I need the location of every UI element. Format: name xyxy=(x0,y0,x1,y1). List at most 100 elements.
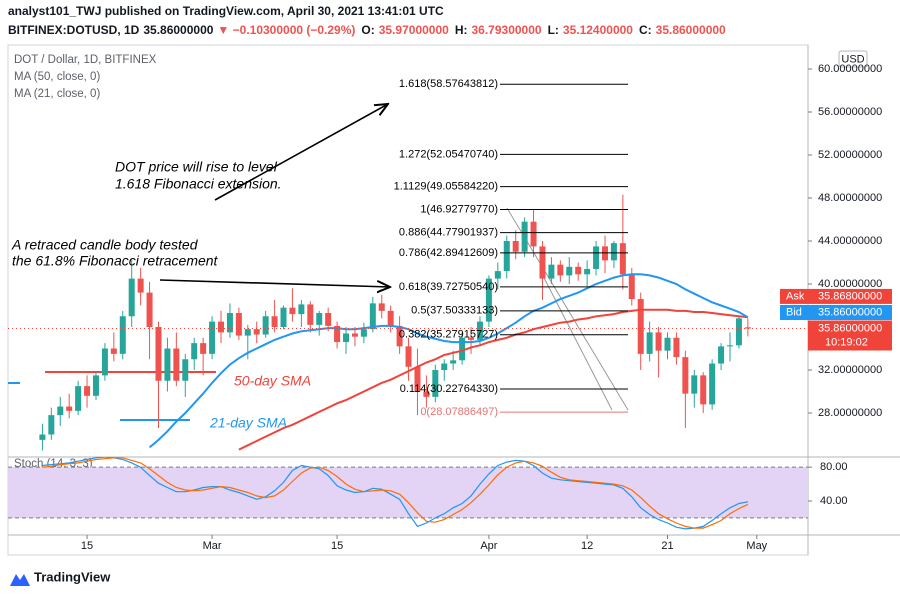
candle-body xyxy=(360,329,367,337)
candle-body xyxy=(575,266,582,275)
candle-body xyxy=(128,278,135,317)
chart-title: DOT / Dollar, 1D, BITFINEX xyxy=(14,54,157,66)
candle-body xyxy=(316,313,323,325)
candle-body xyxy=(459,337,466,361)
y-tick-label: 48.00000000 xyxy=(818,192,882,204)
fib-label: 0.786(42.89412609) xyxy=(399,247,498,259)
x-tick-label: 12 xyxy=(581,540,593,552)
candle-body xyxy=(432,370,439,397)
candle-body xyxy=(119,316,126,354)
candle-body xyxy=(557,264,564,276)
price-tag xyxy=(780,288,892,304)
candle-body xyxy=(343,333,350,343)
logo xyxy=(10,574,30,586)
arrow xyxy=(214,104,388,201)
candle-body xyxy=(271,316,278,327)
fib-label: 0.618(39.72750540) xyxy=(399,281,498,293)
candle-body xyxy=(727,345,734,347)
candle-body xyxy=(164,348,171,381)
axes: 28.0000000032.0000000036.0000000040.0000… xyxy=(81,63,892,552)
price-tag-name: Bid xyxy=(786,306,802,318)
candle-body xyxy=(369,303,376,330)
stoch-line xyxy=(42,457,749,530)
quote-part: 35.12400000 xyxy=(563,23,633,37)
candle-body xyxy=(226,313,233,333)
annotation: A retraced candle body tested xyxy=(11,237,199,253)
price-tag-label: 35.86000000 xyxy=(818,306,882,318)
quote-part: O: xyxy=(361,23,374,37)
ma-line xyxy=(148,273,749,449)
quote-part: 35.86000000 xyxy=(143,23,213,37)
fib-label: 1.1129(49.05584220) xyxy=(394,181,498,193)
last-price-tag xyxy=(808,320,892,351)
legend-entry: MA (50, close, 0) xyxy=(14,71,100,83)
candle-body xyxy=(351,333,358,337)
candle-body xyxy=(700,375,707,405)
currency-box xyxy=(838,50,868,68)
candle-body xyxy=(619,243,626,275)
candle-body xyxy=(691,375,698,394)
y-tick-label: 40.00 xyxy=(820,495,848,507)
currency-label: USD xyxy=(841,53,864,65)
footer: TradingView xyxy=(10,569,111,586)
candle-body xyxy=(744,327,751,329)
price-tag-name: Ask xyxy=(786,290,805,302)
candle-body xyxy=(75,386,82,411)
candle-body xyxy=(566,266,573,276)
candle-body xyxy=(396,325,403,347)
x-tick-label: 15 xyxy=(81,540,93,552)
candle-body xyxy=(405,346,412,367)
candle-body xyxy=(593,246,600,269)
price-tag-label: 35.86800000 xyxy=(818,290,882,302)
candle-body xyxy=(735,318,742,346)
countdown: 10:19:02 xyxy=(825,336,868,348)
candle-body xyxy=(235,313,242,336)
candle-body xyxy=(66,406,73,411)
candle-body xyxy=(280,307,287,327)
x-tick-label: May xyxy=(746,540,767,552)
quote-part: L: xyxy=(548,23,559,37)
candle-body xyxy=(92,375,99,396)
publish-line: analyst101_TWJ published on TradingView.… xyxy=(8,4,444,18)
candle-body xyxy=(253,329,260,335)
candle-body xyxy=(57,406,64,416)
candle-body xyxy=(191,343,198,360)
candle-body xyxy=(476,321,483,340)
candle-body xyxy=(173,348,180,381)
fib-label: 0(28.07886497) xyxy=(420,406,498,418)
candle-body xyxy=(468,337,475,340)
annotation: 21-day SMA xyxy=(209,415,287,431)
candle-body xyxy=(450,360,457,364)
candle-body xyxy=(664,337,671,351)
candle-body xyxy=(39,434,46,440)
fib-label: 0.886(44.77901937) xyxy=(399,227,498,239)
candle-body xyxy=(548,264,555,279)
quote-part: BITFINEX:DOTUSD, 1D xyxy=(8,23,140,37)
candle-body xyxy=(414,366,421,392)
candle-body xyxy=(182,359,189,381)
y-tick-label: 52.00000000 xyxy=(818,149,882,161)
candle-body xyxy=(610,243,617,261)
y-tick-label: 60.00000000 xyxy=(818,63,882,75)
annotation: the 61.8% Fibonacci retracement xyxy=(12,253,219,269)
x-tick-label: Mar xyxy=(203,540,222,552)
candle-body xyxy=(84,386,91,396)
candle-body xyxy=(298,304,305,315)
candle-body xyxy=(709,363,716,405)
quote-part: 35.97000000 xyxy=(379,23,449,37)
x-tick-label: Apr xyxy=(480,540,497,552)
candle-body xyxy=(137,278,144,293)
x-tick-label: 21 xyxy=(661,540,673,552)
y-tick-label: 80.00 xyxy=(820,461,848,473)
fib-label: 0.382(35.27915727) xyxy=(399,329,498,341)
last-price-label: 35.86000000 xyxy=(818,322,882,334)
ma-line xyxy=(238,308,749,451)
candle-body xyxy=(262,316,269,335)
candle-body xyxy=(378,303,385,311)
candle-body xyxy=(718,346,725,364)
stoch-pane xyxy=(8,457,808,530)
x-tick-label: 15 xyxy=(331,540,343,552)
y-tick-label: 56.00000000 xyxy=(818,106,882,118)
y-tick-label: 44.00000000 xyxy=(818,235,882,247)
quote-part: ▼ −0.10300000 (−0.29%) xyxy=(217,23,355,37)
